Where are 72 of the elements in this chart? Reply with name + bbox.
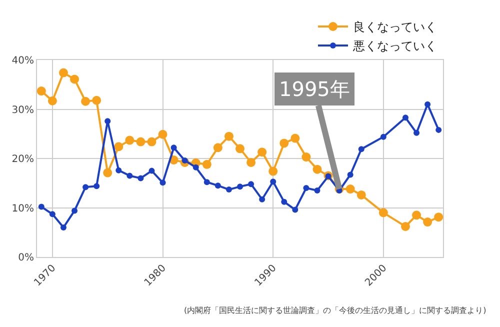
point: [380, 134, 386, 140]
point: [270, 178, 276, 185]
legend-label: 悪くなっていく: [352, 39, 437, 54]
point: [170, 144, 177, 151]
point: [400, 222, 410, 231]
point: [192, 164, 199, 170]
point: [58, 68, 68, 78]
point: [214, 182, 221, 189]
point: [92, 96, 102, 105]
point: [72, 208, 78, 214]
point: [258, 148, 267, 157]
y-tick-label: 30%: [12, 104, 34, 116]
point: [259, 196, 266, 202]
point: [82, 184, 89, 190]
point: [224, 132, 234, 141]
point: [37, 86, 46, 96]
point: [204, 179, 210, 186]
point: [281, 198, 288, 205]
point: [126, 172, 133, 179]
point: [347, 172, 354, 178]
point: [60, 224, 66, 230]
annotation: 1995年: [279, 77, 350, 101]
point: [424, 101, 431, 108]
point: [147, 137, 156, 146]
point: [423, 218, 432, 227]
point: [436, 126, 442, 133]
point: [38, 204, 44, 210]
point: [237, 184, 243, 190]
point: [236, 144, 244, 154]
point: [414, 130, 420, 136]
y-tick-label: 10%: [12, 203, 34, 214]
point: [158, 130, 168, 139]
point: [182, 157, 188, 164]
point: [226, 186, 232, 193]
point: [434, 212, 443, 222]
point: [160, 180, 166, 186]
point: [412, 210, 422, 220]
point: [103, 168, 112, 178]
point: [136, 137, 146, 146]
point: [248, 181, 254, 188]
point: [292, 206, 298, 213]
point: [290, 134, 300, 143]
point: [81, 96, 90, 106]
point: [48, 96, 57, 106]
point: [49, 211, 56, 218]
point: [213, 143, 222, 152]
point: [346, 184, 355, 194]
point: [268, 166, 278, 176]
y-tick-label: 20%: [12, 154, 34, 165]
point: [358, 146, 364, 152]
point: [148, 168, 155, 174]
point: [70, 74, 80, 84]
point: [94, 183, 100, 190]
point: [303, 185, 310, 192]
point: [302, 152, 311, 162]
point: [402, 114, 408, 121]
point: [314, 188, 320, 194]
point: [280, 138, 289, 148]
legend-label: 良くなっていく: [353, 20, 437, 34]
y-tick-label: 0%: [18, 252, 34, 264]
point: [356, 190, 366, 200]
point: [246, 158, 256, 167]
y-tick-label: 40%: [12, 56, 34, 66]
point: [138, 175, 144, 182]
point: [312, 164, 322, 174]
point: [125, 136, 134, 145]
point: [202, 160, 212, 169]
point: [104, 118, 111, 124]
point: [378, 208, 388, 218]
point: [116, 167, 122, 174]
text: (内閣府「国民生活に関する世論調査」の「今後の生活の見通し」に関する調査より): [184, 306, 486, 315]
point: [114, 142, 124, 152]
